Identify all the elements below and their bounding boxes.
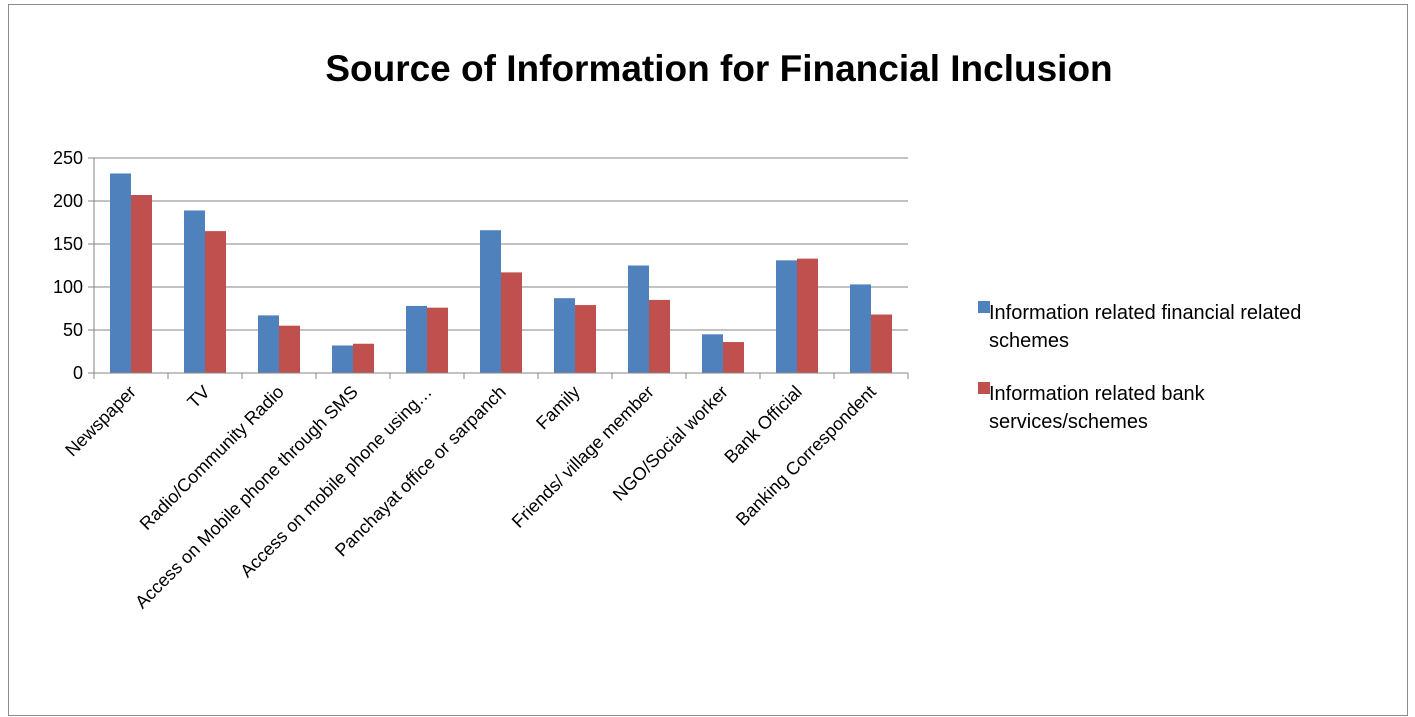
y-tick-label: 100 — [53, 277, 83, 297]
y-tick-label: 50 — [63, 320, 83, 340]
legend-label-bank-services: Information related bank services/scheme… — [989, 383, 1210, 433]
y-axis: 250 200 150 100 50 0 — [53, 148, 95, 383]
legend-label-line: services/schemes — [989, 411, 1148, 433]
bar-bank-services — [131, 194, 152, 373]
bar-bank-services — [871, 314, 892, 373]
bar-bank-services — [205, 231, 226, 373]
bar-financial-schemes — [110, 173, 131, 373]
bar-financial-schemes — [702, 334, 723, 373]
bar-chart: Source of Information for Financial Incl… — [53, 48, 1307, 612]
bars — [110, 173, 892, 373]
y-tick-label: 150 — [53, 234, 83, 254]
bar-bank-services — [279, 325, 300, 373]
bar-bank-services — [353, 343, 374, 373]
bar-financial-schemes — [554, 298, 575, 373]
bar-financial-schemes — [776, 260, 797, 373]
x-tick-label: Family — [532, 382, 584, 434]
bar-bank-services — [501, 272, 522, 373]
legend-swatch-bank-services — [978, 382, 990, 394]
bar-financial-schemes — [406, 305, 427, 373]
bar-financial-schemes — [480, 230, 501, 373]
legend-swatch-financial-schemes — [978, 301, 990, 313]
bar-financial-schemes — [184, 210, 205, 373]
bar-financial-schemes — [850, 284, 871, 373]
x-tick-label: Newspaper — [61, 382, 140, 461]
bar-financial-schemes — [258, 315, 279, 373]
bar-bank-services — [575, 305, 596, 373]
chart-frame: Source of Information for Financial Incl… — [8, 4, 1408, 716]
x-tick-label: Radio/Community Radio — [136, 382, 288, 534]
y-tick-label: 200 — [53, 191, 83, 211]
bar-bank-services — [797, 258, 818, 373]
y-tick-label: 250 — [53, 148, 83, 168]
bar-financial-schemes — [332, 345, 353, 373]
bar-financial-schemes — [628, 265, 649, 373]
chart-title: Source of Information for Financial Incl… — [325, 48, 1112, 89]
y-tick-label: 0 — [73, 363, 83, 383]
x-tick-label: Friends/ village member — [508, 382, 658, 532]
x-tick-label: TV — [183, 382, 213, 412]
legend-label-line: Information related bank — [989, 383, 1206, 405]
bar-bank-services — [723, 342, 744, 373]
legend-label-line: Information related financial related — [989, 302, 1301, 324]
x-tick-label: Banking Correspondent — [732, 382, 880, 530]
bar-bank-services — [649, 299, 670, 373]
legend: Information related financial related sc… — [978, 301, 1307, 433]
bar-bank-services — [427, 307, 448, 373]
legend-label-line: schemes — [989, 330, 1069, 352]
legend-label-financial-schemes: Information related financial related sc… — [989, 302, 1307, 352]
